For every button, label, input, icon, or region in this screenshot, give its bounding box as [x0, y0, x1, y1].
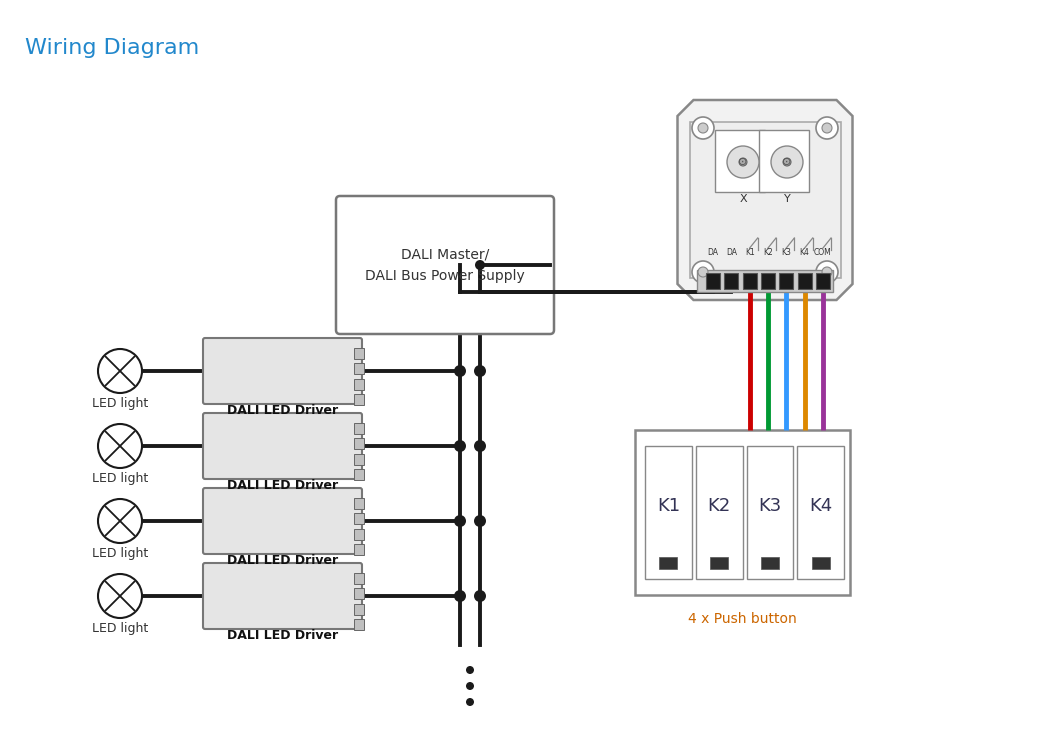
- Circle shape: [692, 117, 714, 139]
- Bar: [743, 273, 757, 289]
- FancyBboxPatch shape: [697, 270, 833, 292]
- Bar: [354, 513, 364, 524]
- Circle shape: [466, 682, 474, 690]
- Circle shape: [98, 574, 142, 618]
- Text: DALI LED Driver: DALI LED Driver: [227, 629, 339, 642]
- Bar: [645, 446, 692, 579]
- Bar: [816, 273, 830, 289]
- Bar: [354, 589, 364, 599]
- Text: DALI LED Driver: DALI LED Driver: [227, 479, 339, 492]
- Text: DALI LED Driver: DALI LED Driver: [227, 404, 339, 417]
- Circle shape: [466, 698, 474, 706]
- Text: DALI Master/
DALI Bus Power Supply: DALI Master/ DALI Bus Power Supply: [365, 247, 525, 283]
- FancyBboxPatch shape: [336, 196, 554, 334]
- Circle shape: [474, 515, 486, 527]
- Circle shape: [816, 117, 838, 139]
- Bar: [354, 619, 364, 630]
- Text: 4 x Push button: 4 x Push button: [688, 612, 797, 626]
- Text: K2: K2: [763, 248, 773, 257]
- Bar: [354, 604, 364, 615]
- FancyBboxPatch shape: [203, 488, 362, 554]
- Circle shape: [98, 349, 142, 393]
- Text: K3: K3: [759, 497, 782, 515]
- Bar: [761, 273, 775, 289]
- Bar: [696, 446, 743, 579]
- FancyBboxPatch shape: [203, 338, 362, 404]
- Circle shape: [475, 260, 485, 270]
- Circle shape: [454, 590, 466, 602]
- Circle shape: [698, 123, 709, 133]
- Circle shape: [454, 515, 466, 527]
- Circle shape: [454, 365, 466, 377]
- Circle shape: [98, 499, 142, 543]
- Bar: [354, 469, 364, 480]
- Text: K3: K3: [782, 248, 791, 257]
- FancyBboxPatch shape: [635, 430, 850, 595]
- Bar: [746, 446, 793, 579]
- Bar: [354, 348, 364, 359]
- Bar: [780, 273, 793, 289]
- Bar: [354, 423, 364, 434]
- Bar: [659, 557, 677, 569]
- Circle shape: [474, 440, 486, 452]
- Text: Y: Y: [784, 194, 790, 204]
- Text: DA: DA: [726, 248, 737, 257]
- Bar: [354, 439, 364, 449]
- Bar: [711, 557, 728, 569]
- Bar: [354, 573, 364, 584]
- Text: ⊙: ⊙: [783, 157, 792, 167]
- Bar: [354, 544, 364, 555]
- Circle shape: [727, 146, 759, 178]
- Circle shape: [739, 158, 747, 166]
- Polygon shape: [677, 100, 853, 300]
- Circle shape: [474, 365, 486, 377]
- FancyBboxPatch shape: [203, 413, 362, 479]
- Bar: [354, 454, 364, 465]
- Text: K1: K1: [657, 497, 680, 515]
- Text: Wiring Diagram: Wiring Diagram: [25, 38, 200, 58]
- Circle shape: [816, 261, 838, 283]
- Circle shape: [822, 267, 832, 277]
- Circle shape: [698, 267, 709, 277]
- Bar: [706, 273, 720, 289]
- Circle shape: [474, 590, 486, 602]
- Circle shape: [771, 146, 803, 178]
- Text: K4: K4: [799, 248, 810, 257]
- Circle shape: [692, 261, 714, 283]
- Bar: [354, 363, 364, 374]
- Bar: [797, 446, 844, 579]
- Text: LED light: LED light: [92, 547, 148, 560]
- Circle shape: [98, 424, 142, 468]
- FancyBboxPatch shape: [759, 130, 809, 192]
- Circle shape: [822, 123, 832, 133]
- Bar: [812, 557, 830, 569]
- Text: DALI LED Driver: DALI LED Driver: [227, 554, 339, 567]
- Bar: [354, 529, 364, 539]
- Text: K2: K2: [707, 497, 730, 515]
- Bar: [354, 394, 364, 405]
- Text: ⊙: ⊙: [739, 157, 747, 167]
- Circle shape: [466, 666, 474, 674]
- Text: LED light: LED light: [92, 397, 148, 410]
- FancyBboxPatch shape: [203, 563, 362, 629]
- Circle shape: [783, 158, 791, 166]
- Text: LED light: LED light: [92, 472, 148, 485]
- Bar: [354, 498, 364, 509]
- Text: K4: K4: [809, 497, 832, 515]
- Text: X: X: [739, 194, 747, 204]
- Bar: [761, 557, 779, 569]
- Text: K1: K1: [745, 248, 754, 257]
- Text: LED light: LED light: [92, 622, 148, 635]
- Circle shape: [454, 440, 466, 452]
- Bar: [354, 379, 364, 389]
- Bar: [797, 273, 812, 289]
- Text: COM: COM: [814, 248, 832, 257]
- Bar: [724, 273, 739, 289]
- Text: DA: DA: [707, 248, 719, 257]
- FancyBboxPatch shape: [715, 130, 765, 192]
- FancyBboxPatch shape: [690, 122, 840, 278]
